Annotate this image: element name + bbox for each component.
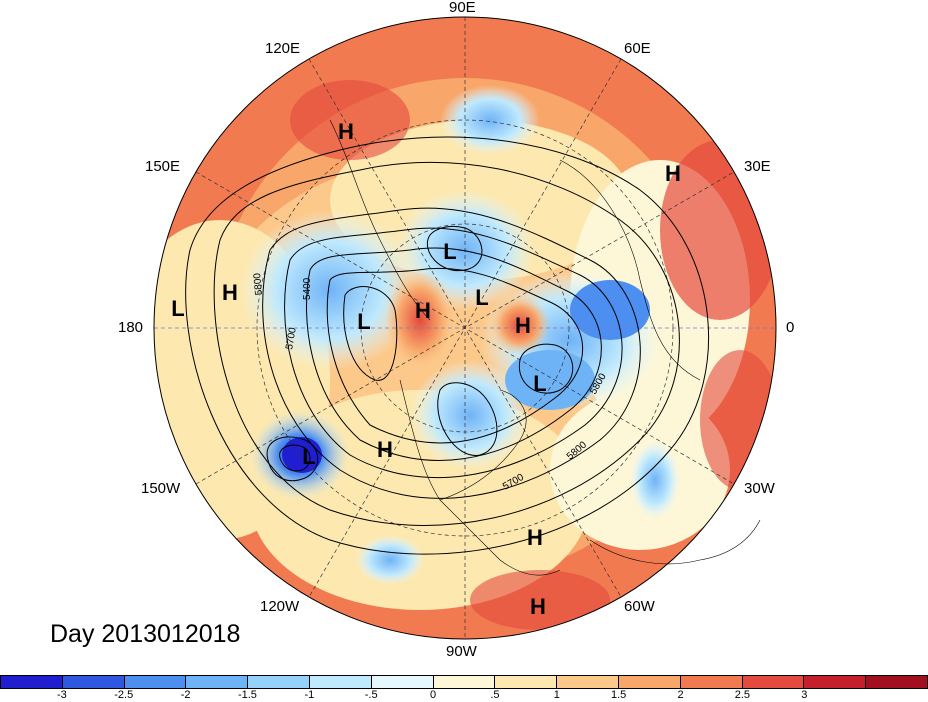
colorbar-segment	[680, 676, 743, 688]
colorbar-tick-label: -3	[56, 689, 67, 701]
colorbar-segment	[742, 676, 805, 688]
lon-label-180: 180	[118, 319, 144, 336]
pressure-center-label: L	[475, 285, 489, 310]
colorbar-segment	[433, 676, 496, 688]
plot-title: Day 2013012018	[50, 620, 241, 648]
pressure-center-label: H	[527, 525, 543, 550]
pressure-center-label: L	[357, 309, 371, 334]
colorbar-segment	[618, 676, 681, 688]
colorbar-segment	[124, 676, 187, 688]
colorbar-segment	[866, 676, 927, 688]
colorbar-segment	[1, 676, 63, 688]
colorbar-segment	[804, 676, 867, 688]
pressure-center-label: H	[665, 161, 681, 186]
pressure-center-label: L	[302, 444, 316, 469]
pressure-center-label: H	[515, 313, 531, 338]
colorbar-tick-label: -1.5	[237, 689, 257, 701]
colorbar-tick-label: -.5	[364, 689, 378, 701]
lon-label-90e: 90E	[449, 0, 476, 16]
lon-label-150w: 150W	[141, 480, 181, 497]
lon-label-30e: 30E	[744, 158, 771, 175]
colorbar-tick-label: -2.5	[114, 689, 134, 701]
pressure-center-label: H	[377, 437, 393, 462]
pressure-center-label: H	[530, 594, 546, 619]
colorbar-tick-label: 0	[430, 689, 437, 701]
lon-label-60e: 60E	[624, 40, 651, 57]
map-boundary	[153, 16, 777, 640]
colorbar-tick-label: 3	[801, 689, 808, 701]
colorbar-segment	[495, 676, 558, 688]
lon-label-120e: 120E	[265, 40, 301, 57]
colorbar-tick-label: 2	[677, 689, 684, 701]
graticule	[154, 17, 776, 639]
lon-label-120w: 120W	[260, 598, 300, 615]
anomaly-field	[154, 17, 776, 639]
lon-label-90w: 90W	[446, 643, 477, 660]
coastlines	[329, 119, 761, 576]
colorbar-segment	[186, 676, 249, 688]
contour-label: 5400	[302, 277, 313, 300]
colorbar-tick-label: 1.5	[611, 689, 627, 701]
colorbar-segment	[557, 676, 619, 688]
geopotential-contours	[185, 136, 710, 555]
pressure-center-label: H	[222, 280, 238, 305]
colorbar-tick-label: .5	[490, 689, 500, 701]
colorbar-segment	[62, 676, 125, 688]
colorbar-tick-label: -1	[304, 689, 315, 701]
colorbar-tick-label: 1	[553, 689, 560, 701]
pressure-center-label: H	[415, 298, 431, 323]
colorbar-tick-label: 2.5	[734, 689, 751, 701]
pressure-center-label: H	[338, 119, 354, 144]
colorbar-segment	[371, 676, 434, 688]
contour-label: 5800	[252, 272, 265, 296]
pressure-center-label: L	[443, 239, 457, 264]
colorbar-segment	[248, 676, 310, 688]
lon-label-150e: 150E	[145, 158, 181, 175]
colorbar	[0, 675, 928, 689]
colorbar-tick-label: -2	[180, 689, 191, 701]
colorbar-segment	[309, 676, 372, 688]
pressure-center-label: L	[171, 296, 185, 321]
lon-label-0: 0	[786, 319, 795, 336]
pressure-center-label: L	[533, 371, 547, 396]
contour-label: 5700	[284, 326, 299, 350]
lon-label-30w: 30W	[744, 480, 775, 497]
lon-label-60w: 60W	[624, 598, 655, 615]
